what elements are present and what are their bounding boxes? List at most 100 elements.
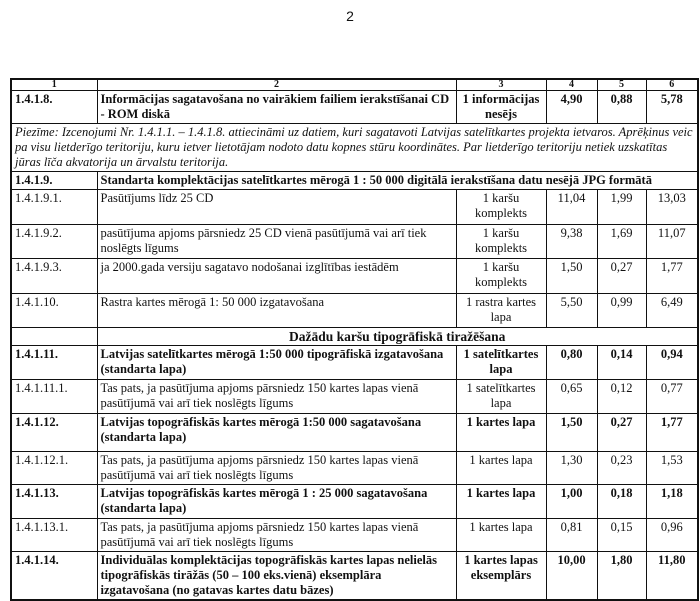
item-description: Informācijas sagatavošana no vairākiem f… <box>96 90 457 124</box>
value-col5: 1,99 <box>596 189 647 225</box>
value-col4: 5,50 <box>545 293 598 328</box>
item-unit: 1 rastra kartes lapa <box>455 293 547 328</box>
note-row: Piezīme: Izcenojumi Nr. 1.4.1.1. – 1.4.1… <box>10 123 699 172</box>
item-description: Latvijas satelītkartes mērogā 1:50 000 t… <box>96 345 457 380</box>
value-col6: 1,77 <box>645 413 699 452</box>
item-unit: 1 kartes lapa <box>455 518 547 552</box>
header-row: 1 2 3 4 5 6 <box>10 78 699 91</box>
item-code: 1.4.1.13. <box>10 484 98 519</box>
table-row: 1.4.1.9.3. ja 2000.gada versiju sagatavo … <box>10 258 699 294</box>
item-description: pasūtījuma apjoms pārsniedz 25 CD vienā … <box>96 224 457 259</box>
item-description: Tas pats, ja pasūtījuma apjoms pārsniedz… <box>96 379 457 414</box>
column-header: 6 <box>645 78 699 91</box>
value-col4: 4,90 <box>545 90 598 124</box>
value-col5: 1,69 <box>596 224 647 259</box>
item-unit: 1 kartes lapa <box>455 451 547 485</box>
item-description: Tas pats, ja pasūtījuma apjoms pārsniedz… <box>96 518 457 552</box>
column-header: 2 <box>96 78 457 91</box>
value-col6: 1,18 <box>645 484 699 519</box>
item-code: 1.4.1.14. <box>10 551 98 601</box>
item-unit: 1 karšu komplekts <box>455 189 547 225</box>
item-unit: 1 karšu komplekts <box>455 224 547 259</box>
item-description: Tas pats, ja pasūtījuma apjoms pārsniedz… <box>96 451 457 485</box>
value-col5: 0,27 <box>596 413 647 452</box>
price-table: 1 2 3 4 5 6 1.4.1.8. Informācijas sagatav… <box>10 78 699 601</box>
section-row: Dažādu karšu tipogrāfiskā tiražēšana <box>10 327 699 346</box>
value-col4: 11,04 <box>545 189 598 225</box>
item-code: 1.4.1.13.1. <box>10 518 98 552</box>
item-code: 1.4.1.9. <box>10 171 98 190</box>
item-description: Rastra kartes mērogā 1: 50 000 izgatavoš… <box>96 293 457 328</box>
item-description: Latvijas topogrāfiskās kartes mērogā 1 :… <box>96 484 457 519</box>
value-col6: 1,53 <box>645 451 699 485</box>
empty-cell <box>10 327 98 346</box>
value-col5: 0,88 <box>596 90 647 124</box>
group-title: Standarta komplektācijas satelītkartes m… <box>96 171 699 190</box>
table-row: 1.4.1.10. Rastra kartes mērogā 1: 50 000 … <box>10 293 699 328</box>
item-unit: 1 satelītkartes lapa <box>455 345 547 380</box>
value-col6: 0,94 <box>645 345 699 380</box>
value-col5: 0,14 <box>596 345 647 380</box>
value-col5: 0,12 <box>596 379 647 414</box>
column-header: 5 <box>596 78 647 91</box>
item-description: ja 2000.gada versiju sagatavo nodošanai … <box>96 258 457 294</box>
table-row: 1.4.1.8. Informācijas sagatavošana no vai… <box>10 90 699 124</box>
note-text: Piezīme: Izcenojumi Nr. 1.4.1.1. – 1.4.1… <box>10 123 699 172</box>
table-row: 1.4.1.9.1. Pasūtījums līdz 25 CD 1 karšu k… <box>10 189 699 225</box>
item-code: 1.4.1.11. <box>10 345 98 380</box>
table-row: 1.4.1.11.1. Tas pats, ja pasūtījuma apjom… <box>10 379 699 414</box>
value-col4: 1,50 <box>545 258 598 294</box>
item-unit: 1 kartes lapa <box>455 413 547 452</box>
column-header: 4 <box>545 78 598 91</box>
table-row: 1.4.1.12.1. Tas pats, ja pasūtījuma apjom… <box>10 451 699 485</box>
item-code: 1.4.1.10. <box>10 293 98 328</box>
value-col4: 10,00 <box>545 551 598 601</box>
value-col5: 1,80 <box>596 551 647 601</box>
item-code: 1.4.1.12.1. <box>10 451 98 485</box>
value-col5: 0,99 <box>596 293 647 328</box>
value-col4: 1,50 <box>545 413 598 452</box>
item-description: Pasūtījums līdz 25 CD <box>96 189 457 225</box>
value-col6: 11,80 <box>645 551 699 601</box>
item-code: 1.4.1.8. <box>10 90 98 124</box>
value-col4: 9,38 <box>545 224 598 259</box>
value-col6: 0,77 <box>645 379 699 414</box>
section-title: Dažādu karšu tipogrāfiskā tiražēšana <box>96 327 699 346</box>
item-code: 1.4.1.9.2. <box>10 224 98 259</box>
item-code: 1.4.1.11.1. <box>10 379 98 414</box>
value-col4: 1,00 <box>545 484 598 519</box>
item-code: 1.4.1.9.3. <box>10 258 98 294</box>
column-header: 1 <box>10 78 98 91</box>
value-col5: 0,18 <box>596 484 647 519</box>
group-row: 1.4.1.9. Standarta komplektācijas satelīt… <box>10 171 699 190</box>
value-col6: 1,77 <box>645 258 699 294</box>
table-row: 1.4.1.14. Individuālas komplektācijas top… <box>10 551 699 601</box>
value-col5: 0,15 <box>596 518 647 552</box>
table-row: 1.4.1.13. Latvijas topogrāfiskās kartes m… <box>10 484 699 519</box>
value-col6: 11,07 <box>645 224 699 259</box>
value-col6: 0,96 <box>645 518 699 552</box>
item-unit: 1 kartes lapas eksemplārs <box>455 551 547 601</box>
item-code: 1.4.1.12. <box>10 413 98 452</box>
item-code: 1.4.1.9.1. <box>10 189 98 225</box>
item-description: Latvijas topogrāfiskās kartes mērogā 1:5… <box>96 413 457 452</box>
value-col5: 0,23 <box>596 451 647 485</box>
value-col6: 5,78 <box>645 90 699 124</box>
table-row: 1.4.1.12. Latvijas topogrāfiskās kartes m… <box>10 413 699 452</box>
item-unit: 1 informācijas nesējs <box>455 90 547 124</box>
item-description: Individuālas komplektācijas topogrāfiskā… <box>96 551 457 601</box>
value-col5: 0,27 <box>596 258 647 294</box>
value-col6: 6,49 <box>645 293 699 328</box>
value-col4: 1,30 <box>545 451 598 485</box>
table-row: 1.4.1.9.2. pasūtījuma apjoms pārsniedz 25… <box>10 224 699 259</box>
table-row: 1.4.1.11. Latvijas satelītkartes mērogā 1… <box>10 345 699 380</box>
value-col4: 0,80 <box>545 345 598 380</box>
column-header: 3 <box>455 78 547 91</box>
value-col4: 0,65 <box>545 379 598 414</box>
page-number: 2 <box>346 8 354 24</box>
value-col4: 0,81 <box>545 518 598 552</box>
item-unit: 1 karšu komplekts <box>455 258 547 294</box>
table-row: 1.4.1.13.1. Tas pats, ja pasūtījuma apjom… <box>10 518 699 552</box>
item-unit: 1 satelītkartes lapa <box>455 379 547 414</box>
item-unit: 1 kartes lapa <box>455 484 547 519</box>
